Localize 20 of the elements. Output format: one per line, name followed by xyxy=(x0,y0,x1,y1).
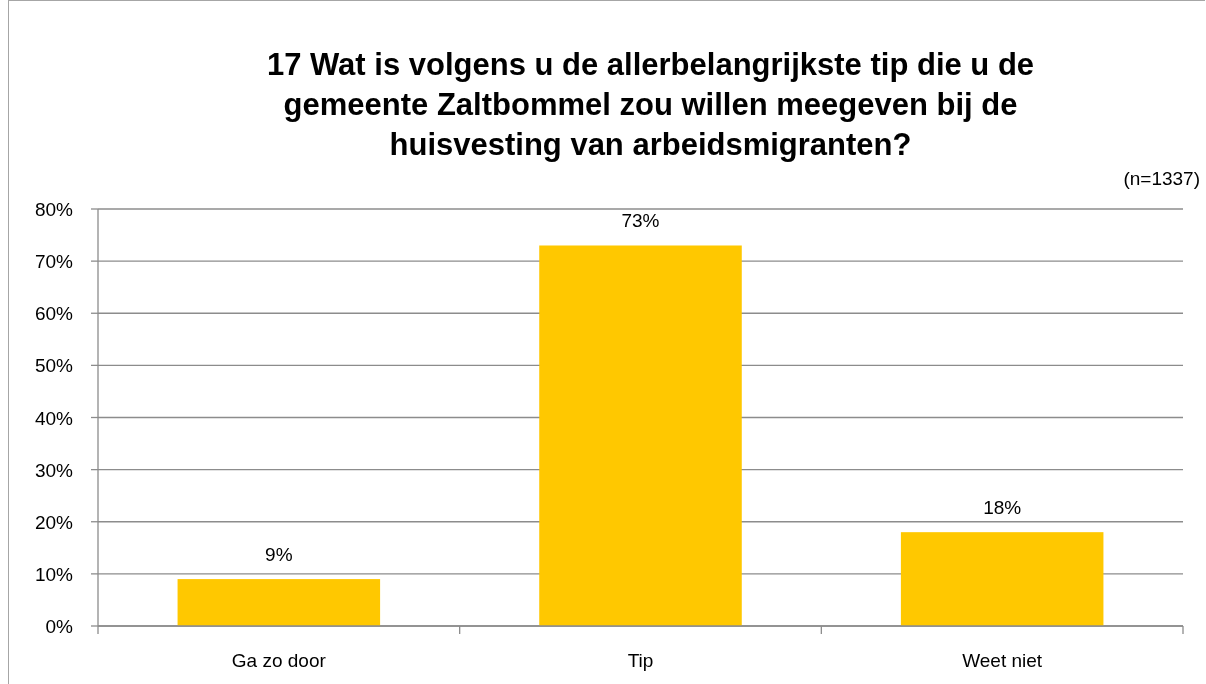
x-tick-label: Ga zo door xyxy=(231,650,327,671)
y-tick-label: 20% xyxy=(34,511,74,533)
y-tick-label: 10% xyxy=(34,563,74,585)
y-tick-label: 70% xyxy=(34,251,74,273)
y-tick-label: 40% xyxy=(34,407,74,429)
chart-title: 17 Wat is volgens u de allerbelangrijkste tip die u de gemeente Zaltbommel zou willen meegeven bij de huisvesting van arbeidsmigranten? xyxy=(266,47,1035,162)
bar xyxy=(900,532,1104,626)
y-tick-label: 80% xyxy=(34,199,74,220)
data-label: 9% xyxy=(265,544,293,566)
y-tick-label: 60% xyxy=(34,303,74,325)
y-tick-label: 30% xyxy=(34,459,74,481)
text: (n=1337) xyxy=(1123,168,1200,189)
x-tick-label: Weet niet xyxy=(962,650,1043,671)
y-tick-label: 0% xyxy=(45,616,74,637)
y-tick-label: 50% xyxy=(34,355,74,377)
bar xyxy=(539,245,742,626)
data-label: 18% xyxy=(983,497,1022,519)
bar xyxy=(177,579,381,626)
x-tick-label: Tip xyxy=(627,650,654,671)
data-label: 73% xyxy=(621,210,660,232)
